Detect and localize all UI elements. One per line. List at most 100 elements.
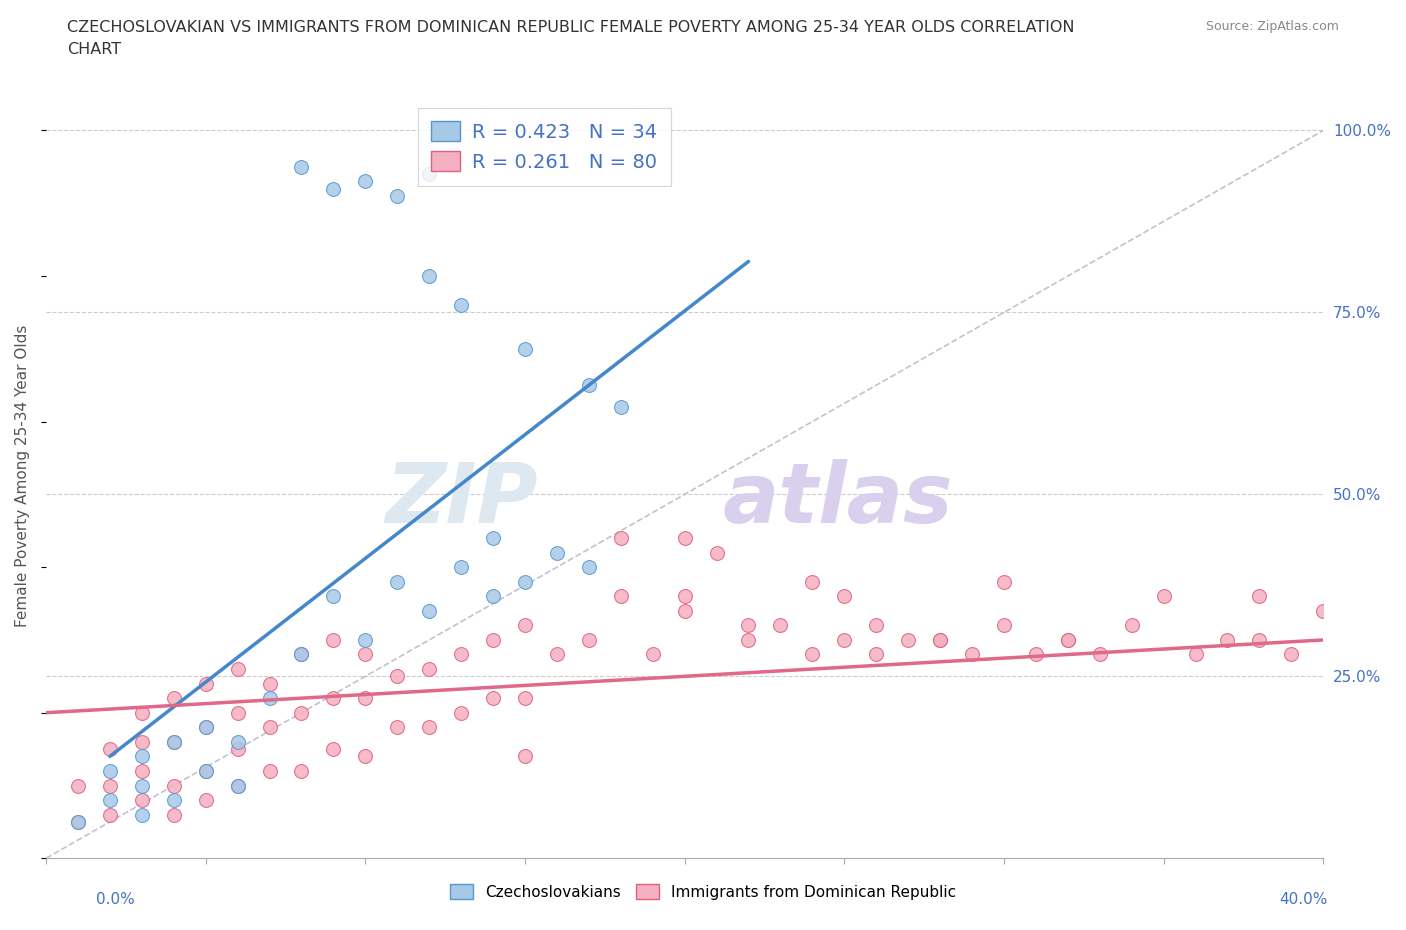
Point <box>322 181 344 196</box>
Point <box>1216 632 1239 647</box>
Point <box>98 742 121 757</box>
Point <box>482 632 505 647</box>
Point <box>578 560 600 575</box>
Point <box>322 589 344 604</box>
Text: 0.0%: 0.0% <box>96 892 135 907</box>
Point <box>226 735 249 750</box>
Point <box>163 735 186 750</box>
Point <box>450 298 472 312</box>
Point <box>194 720 217 735</box>
Point <box>98 792 121 807</box>
Legend: Czechoslovakians, Immigrants from Dominican Republic: Czechoslovakians, Immigrants from Domini… <box>444 877 962 906</box>
Point <box>290 647 312 662</box>
Point <box>993 618 1015 632</box>
Point <box>1153 589 1175 604</box>
Point <box>482 589 505 604</box>
Point <box>387 574 409 589</box>
Point <box>387 189 409 204</box>
Point <box>163 792 186 807</box>
Point <box>194 764 217 778</box>
Text: atlas: atlas <box>723 458 953 539</box>
Text: CHART: CHART <box>67 42 121 57</box>
Point <box>194 720 217 735</box>
Point <box>131 807 153 822</box>
Point <box>226 778 249 793</box>
Text: ZIP: ZIP <box>385 458 537 539</box>
Point <box>832 589 855 604</box>
Point <box>897 632 920 647</box>
Legend: R = 0.423   N = 34, R = 0.261   N = 80: R = 0.423 N = 34, R = 0.261 N = 80 <box>418 108 671 186</box>
Point <box>737 632 759 647</box>
Point <box>737 618 759 632</box>
Point <box>387 669 409 684</box>
Point <box>98 778 121 793</box>
Point <box>769 618 792 632</box>
Point <box>322 742 344 757</box>
Point <box>513 618 536 632</box>
Point <box>131 705 153 720</box>
Point <box>354 691 377 706</box>
Point <box>131 792 153 807</box>
Point <box>801 574 824 589</box>
Point <box>1312 604 1334 618</box>
Point <box>226 705 249 720</box>
Point <box>673 604 696 618</box>
Point <box>513 691 536 706</box>
Point <box>418 720 440 735</box>
Point <box>450 560 472 575</box>
Point <box>387 720 409 735</box>
Point <box>1279 647 1302 662</box>
Point <box>1249 589 1271 604</box>
Point <box>801 647 824 662</box>
Point <box>354 174 377 189</box>
Point <box>993 574 1015 589</box>
Point <box>546 545 568 560</box>
Point <box>450 647 472 662</box>
Point <box>131 764 153 778</box>
Point <box>98 764 121 778</box>
Point <box>1088 647 1111 662</box>
Point <box>259 691 281 706</box>
Point <box>418 269 440 284</box>
Text: 40.0%: 40.0% <box>1279 892 1327 907</box>
Point <box>513 574 536 589</box>
Point <box>641 647 664 662</box>
Point <box>354 749 377 764</box>
Point <box>610 400 633 415</box>
Point <box>706 545 728 560</box>
Point <box>865 618 887 632</box>
Point <box>226 778 249 793</box>
Point <box>418 661 440 676</box>
Point <box>513 341 536 356</box>
Point <box>194 676 217 691</box>
Point <box>1025 647 1047 662</box>
Point <box>66 815 89 830</box>
Point <box>354 647 377 662</box>
Point <box>290 705 312 720</box>
Point <box>98 807 121 822</box>
Point <box>66 778 89 793</box>
Point <box>322 691 344 706</box>
Point <box>163 691 186 706</box>
Point <box>1056 632 1078 647</box>
Point <box>226 661 249 676</box>
Point <box>1056 632 1078 647</box>
Point <box>546 647 568 662</box>
Point <box>610 531 633 546</box>
Point <box>259 720 281 735</box>
Point <box>290 159 312 174</box>
Point <box>1249 632 1271 647</box>
Point <box>832 632 855 647</box>
Point <box>259 764 281 778</box>
Point <box>578 378 600 392</box>
Point <box>578 632 600 647</box>
Point <box>290 647 312 662</box>
Point <box>929 632 952 647</box>
Point <box>66 815 89 830</box>
Point <box>163 735 186 750</box>
Point <box>1121 618 1143 632</box>
Point <box>259 676 281 691</box>
Point <box>194 764 217 778</box>
Point <box>865 647 887 662</box>
Point <box>482 691 505 706</box>
